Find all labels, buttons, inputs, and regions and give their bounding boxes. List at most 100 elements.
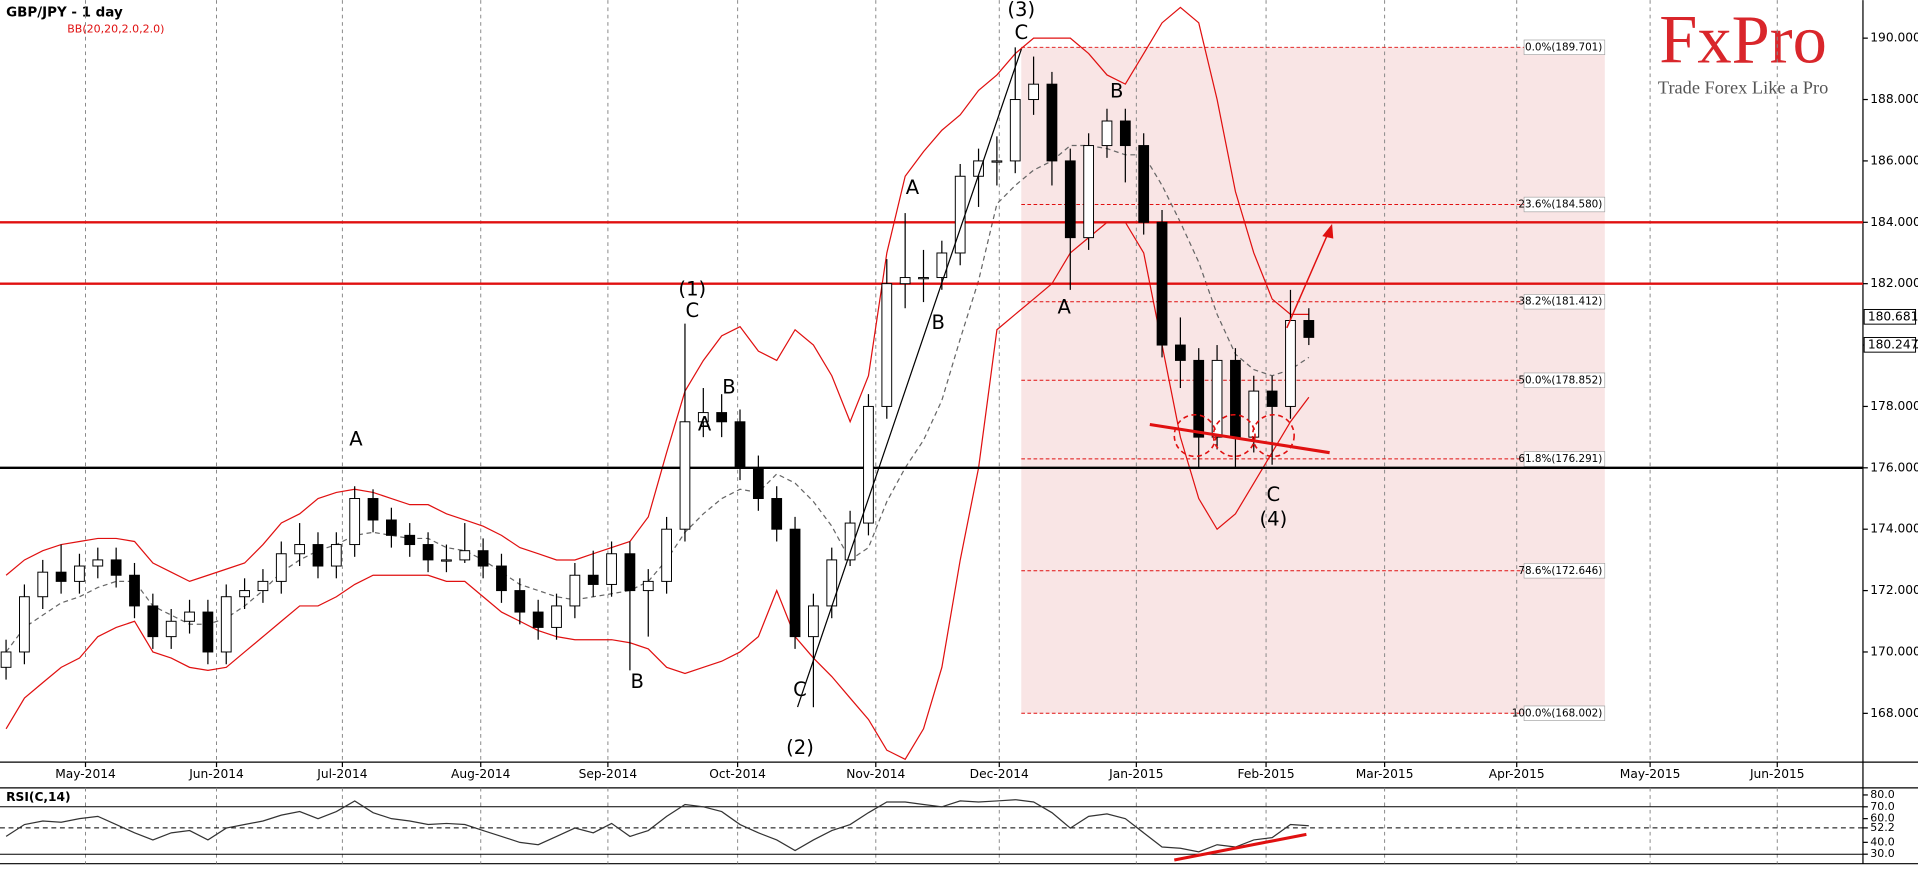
candle-body bbox=[441, 559, 452, 562]
candle-body bbox=[734, 421, 746, 469]
fib-label-box bbox=[1523, 372, 1606, 388]
x-tick-label: Nov-2014 bbox=[846, 767, 905, 781]
candle-body bbox=[202, 611, 214, 653]
highlight-circle bbox=[1251, 413, 1295, 458]
candle-body bbox=[881, 283, 893, 407]
candle-body bbox=[1028, 83, 1039, 101]
candle-body bbox=[1266, 390, 1278, 407]
fib-label-box bbox=[1523, 196, 1606, 213]
fib-label: 78.6%(172.646) bbox=[1518, 565, 1602, 577]
fib-label-box bbox=[1523, 451, 1606, 467]
candle-body bbox=[1285, 320, 1296, 407]
y-tick-label: 184.000 bbox=[1870, 215, 1918, 229]
y-tick-label: 188.000 bbox=[1870, 92, 1918, 106]
candle-body bbox=[0, 651, 12, 668]
rsi-tick-label: 40.0 bbox=[1870, 835, 1894, 848]
candle-body bbox=[477, 550, 489, 567]
x-tick-label: Jun-2014 bbox=[188, 767, 244, 781]
y-tick-label: 186.000 bbox=[1870, 153, 1918, 167]
y-tick-label: 178.000 bbox=[1870, 399, 1918, 413]
candle-body bbox=[312, 544, 324, 567]
candle-body bbox=[184, 611, 195, 622]
candle-body bbox=[551, 605, 562, 628]
y-tick-label: 172.000 bbox=[1870, 583, 1918, 597]
wave-label: (4) bbox=[1260, 507, 1288, 530]
x-tick-label: May-2015 bbox=[1620, 767, 1681, 781]
highlight-circle bbox=[1212, 413, 1256, 458]
price-label-box bbox=[1863, 308, 1917, 325]
candle-body bbox=[569, 574, 581, 607]
rsi-title: RSI(C,14) bbox=[6, 790, 71, 804]
wave-label: (3) bbox=[1007, 0, 1035, 21]
candle-body bbox=[642, 580, 654, 592]
fib-label: 0.0%(189.701) bbox=[1525, 41, 1602, 53]
price-label-box bbox=[1863, 336, 1917, 353]
candle-body bbox=[899, 277, 911, 285]
candle-body bbox=[275, 553, 287, 582]
candle-body bbox=[239, 590, 250, 598]
candle-body bbox=[954, 175, 966, 254]
candle-body bbox=[936, 252, 948, 279]
candle-body bbox=[1046, 83, 1058, 162]
candle-body bbox=[1303, 320, 1315, 338]
rsi-tick-label: 30.0 bbox=[1870, 847, 1894, 860]
candle-body bbox=[661, 528, 672, 582]
rsi-tick-label: 80.0 bbox=[1870, 788, 1894, 801]
x-tick-label: Jul-2014 bbox=[316, 767, 367, 781]
logo-brand: FxPro bbox=[1659, 1, 1827, 77]
x-tick-label: Feb-2015 bbox=[1237, 767, 1294, 781]
fib-label: 61.8%(176.291) bbox=[1518, 453, 1602, 465]
x-tick-label: Aug-2014 bbox=[451, 767, 511, 781]
y-tick-label: 182.000 bbox=[1870, 276, 1918, 290]
candle-body bbox=[863, 405, 874, 524]
candle-body bbox=[1101, 120, 1113, 147]
candle-body bbox=[918, 277, 929, 280]
candle-body bbox=[147, 605, 159, 638]
x-tick-label: Jan-2015 bbox=[1108, 767, 1163, 781]
candle-body bbox=[74, 565, 85, 582]
wave-label: (2) bbox=[786, 736, 814, 759]
wave-label: C bbox=[1014, 21, 1028, 44]
wave-label: A bbox=[349, 428, 363, 451]
candle-body bbox=[1119, 120, 1131, 147]
rsi-tick-label: 52.2 bbox=[1870, 821, 1894, 834]
fib-label: 38.2%(181.412) bbox=[1518, 296, 1602, 308]
candle-body bbox=[257, 580, 269, 592]
candle-body bbox=[55, 571, 67, 582]
wave-label: (1) bbox=[678, 277, 706, 300]
candle-body bbox=[844, 522, 856, 561]
fib-label-box bbox=[1523, 705, 1606, 721]
candle-body bbox=[1230, 359, 1241, 438]
fib-label: 23.6%(184.580) bbox=[1518, 198, 1602, 210]
candle-body bbox=[92, 559, 104, 567]
candle-body bbox=[1193, 359, 1205, 438]
x-tick-label: Dec-2014 bbox=[970, 767, 1029, 781]
candle-body bbox=[1156, 221, 1168, 346]
forecast-arrow bbox=[1286, 232, 1330, 329]
candle-body bbox=[459, 550, 471, 561]
candle-body bbox=[697, 412, 709, 423]
y-tick-label: 174.000 bbox=[1870, 522, 1918, 536]
bollinger-band bbox=[5, 6, 1309, 583]
candle-body bbox=[385, 519, 397, 536]
candle-body bbox=[606, 553, 617, 585]
candle-body bbox=[404, 534, 416, 546]
y-tick-label: 168.000 bbox=[1870, 706, 1918, 720]
candle-body bbox=[367, 498, 379, 521]
candle-body bbox=[991, 160, 1003, 163]
arrow-head bbox=[1322, 223, 1334, 239]
trend-line bbox=[796, 48, 1022, 708]
wave-label: C bbox=[793, 678, 807, 701]
price-label: 180.247 bbox=[1868, 337, 1918, 351]
candle-body bbox=[624, 553, 636, 592]
chart-title: GBP/JPY - 1 day bbox=[6, 5, 123, 20]
candle-body bbox=[1211, 359, 1223, 438]
x-tick-label: Oct-2014 bbox=[709, 767, 766, 781]
candle-body bbox=[422, 544, 434, 561]
wave-label: B bbox=[631, 670, 644, 693]
rsi-line bbox=[5, 799, 1309, 853]
candle-body bbox=[1248, 390, 1260, 438]
wave-label: A bbox=[1058, 296, 1072, 319]
